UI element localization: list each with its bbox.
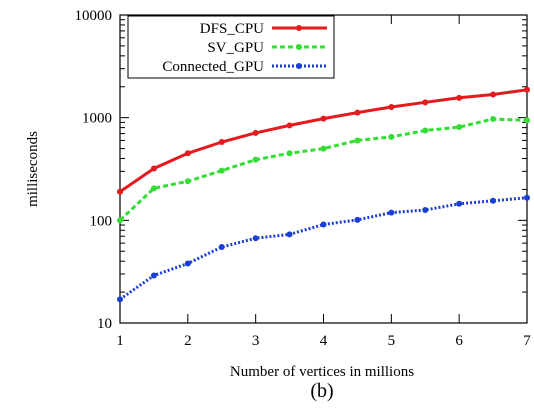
data-point [354,216,361,223]
x-tick-label: 3 [252,333,260,349]
series-layer [117,86,530,303]
data-point [490,197,497,204]
data-point [320,145,327,152]
data-point [286,231,293,238]
chart-caption: (b) [310,380,333,402]
x-tick-label: 2 [184,333,192,349]
data-point [388,104,395,111]
y-tick-label: 1000 [82,111,112,127]
data-point [354,137,361,144]
data-point [117,188,123,195]
data-point [150,165,157,172]
data-point [117,217,123,224]
y-tick-label: 10000 [75,8,113,24]
legend-marker [296,63,302,69]
data-point [388,133,395,140]
data-point [218,243,225,250]
x-tick-label: 7 [523,333,531,349]
data-point [286,150,293,157]
y-tick-label: 10 [97,316,112,332]
data-point [456,200,463,207]
data-point [422,127,429,134]
series-line-connected-gpu [119,196,528,301]
series-line-sv-gpu [118,117,528,222]
legend-label: DFS_CPU [200,21,264,37]
data-point [252,129,259,136]
data-point [117,296,123,303]
data-point [150,272,157,279]
data-point [490,116,497,123]
data-point [218,167,225,174]
data-point [388,209,395,216]
series-line-dfs-cpu [119,88,528,193]
legend-label: Connected_GPU [162,59,264,75]
data-point [252,235,259,242]
legend-label: SV_GPU [207,40,264,56]
data-point [184,150,191,157]
data-point [286,122,293,129]
x-axis-title: Number of vertices in millions [230,364,414,380]
data-point [320,115,327,122]
data-point [184,260,191,267]
data-point [524,117,530,124]
data-point [184,178,191,185]
data-point [456,94,463,101]
data-point [422,99,429,106]
x-tick-label: 1 [116,333,124,349]
y-axis: 10 100 1000 10000 [75,8,527,332]
data-point [456,124,463,131]
data-point [320,221,327,228]
x-tick-label: 6 [455,333,463,349]
data-point [252,156,259,163]
data-point [422,207,429,214]
data-point [354,109,361,116]
data-point [218,138,225,145]
data-point [150,185,157,192]
x-tick-label: 5 [388,333,396,349]
legend-marker [296,44,302,50]
data-point [524,86,530,93]
data-point [490,91,497,98]
y-tick-label: 100 [90,213,113,229]
legend: DFS_CPU SV_GPU Connected_GPU [127,15,335,79]
y-axis-title: milliseconds [25,131,41,207]
legend-marker [296,25,302,31]
data-point [524,194,530,201]
x-tick-label: 4 [320,333,328,349]
